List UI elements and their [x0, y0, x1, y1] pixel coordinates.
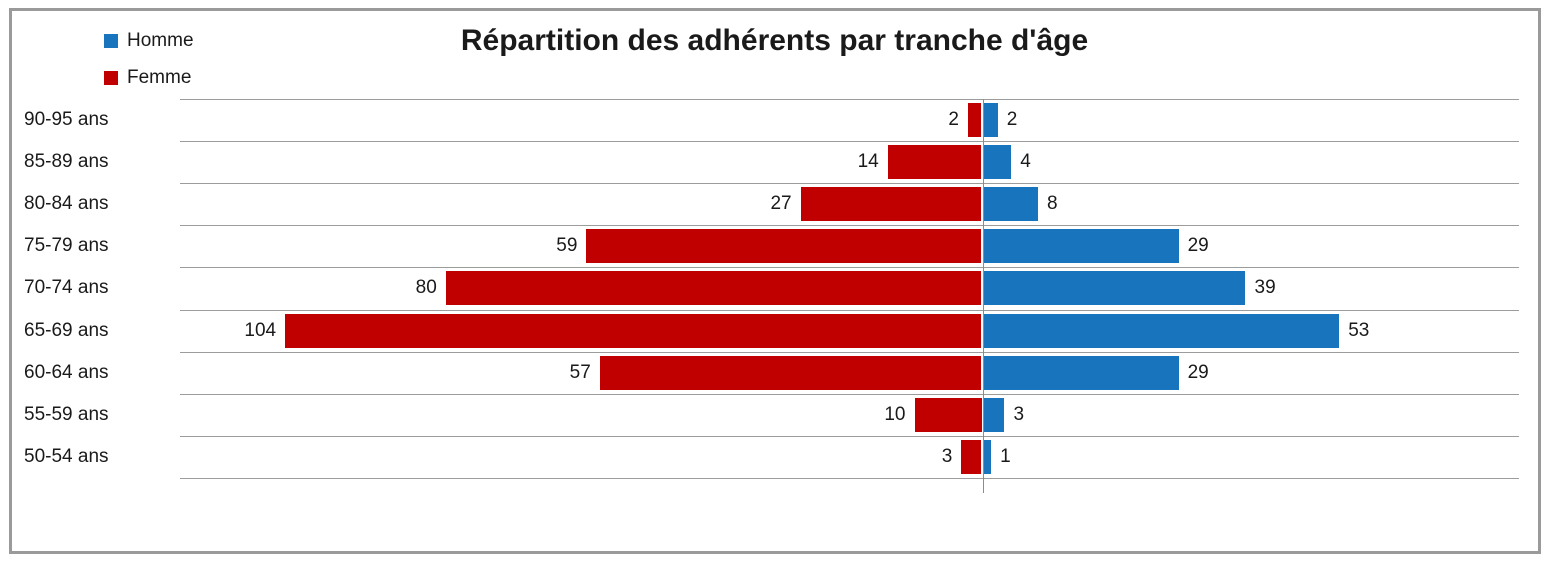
legend-item-homme[interactable]: Homme — [104, 30, 194, 52]
bar-homme[interactable] — [984, 187, 1038, 222]
bar-homme[interactable] — [984, 313, 1340, 348]
value-label-femme: 104 — [244, 319, 277, 341]
legend-label: Femme — [127, 67, 192, 88]
value-label-femme: 2 — [948, 109, 959, 131]
value-label-homme: 8 — [1047, 193, 1058, 215]
value-label-homme: 2 — [1006, 109, 1018, 131]
value-label-homme: 53 — [1348, 319, 1370, 341]
gridline — [180, 393, 1519, 395]
bar-femme[interactable] — [285, 313, 982, 348]
value-label-homme: 3 — [1013, 403, 1025, 425]
bar-homme[interactable] — [984, 355, 1179, 390]
plot-area: 2 2 14 4 27 8 59 29 80 39 104 53 57 29 10 3 3 1 — [180, 99, 1519, 493]
category-axis-line — [983, 99, 985, 493]
gridline — [180, 309, 1519, 311]
gridline — [180, 225, 1519, 227]
bar-femme[interactable] — [887, 145, 982, 180]
value-label-homme: 39 — [1254, 277, 1276, 299]
value-label-femme: 59 — [556, 235, 578, 257]
gridline — [180, 435, 1519, 437]
value-label-femme: 27 — [770, 193, 792, 215]
category-label: 65-69 ans — [24, 319, 109, 341]
bar-homme[interactable] — [984, 439, 992, 474]
category-label: 70-74 ans — [24, 277, 109, 299]
legend-item-femme[interactable]: Femme — [104, 67, 194, 89]
gridline — [180, 351, 1519, 353]
bar-femme[interactable] — [914, 397, 982, 432]
chart-title: Répartition des adhérents par tranche d'… — [460, 24, 1089, 57]
legend: Homme Femme — [104, 30, 194, 89]
value-label-femme: 80 — [415, 277, 437, 299]
legend-label: Homme — [127, 30, 194, 51]
gridline — [180, 99, 1519, 100]
value-label-femme: 10 — [884, 403, 906, 425]
legend-swatch-icon — [104, 71, 118, 85]
category-label: 50-54 ans — [24, 445, 109, 467]
bar-homme[interactable] — [984, 397, 1005, 432]
category-label: 90-95 ans — [24, 109, 109, 131]
category-label: 85-89 ans — [24, 151, 109, 173]
bar-femme[interactable] — [599, 355, 982, 390]
category-label: 60-64 ans — [24, 361, 109, 383]
bar-femme[interactable] — [586, 229, 982, 264]
gridline — [180, 267, 1519, 269]
bar-femme[interactable] — [968, 103, 982, 137]
bar-homme[interactable] — [984, 229, 1179, 264]
category-label: 55-59 ans — [24, 403, 109, 425]
value-label-homme: 1 — [1000, 445, 1011, 467]
value-label-femme: 14 — [857, 151, 879, 173]
gridline — [180, 141, 1519, 143]
bar-homme[interactable] — [984, 103, 998, 137]
value-label-homme: 4 — [1020, 151, 1031, 173]
category-label: 75-79 ans — [24, 235, 109, 257]
bar-femme[interactable] — [445, 271, 982, 306]
value-label-femme: 3 — [941, 445, 953, 467]
gridline — [180, 478, 1519, 479]
value-label-homme: 29 — [1187, 235, 1209, 257]
bar-homme[interactable] — [984, 271, 1246, 306]
gridline — [180, 183, 1519, 185]
value-label-femme: 57 — [569, 361, 591, 383]
bar-femme[interactable] — [800, 187, 982, 222]
value-label-homme: 29 — [1187, 361, 1209, 383]
bar-femme[interactable] — [961, 439, 982, 474]
bar-homme[interactable] — [984, 145, 1012, 180]
category-label: 80-84 ans — [24, 193, 109, 215]
legend-swatch-icon — [104, 34, 118, 48]
